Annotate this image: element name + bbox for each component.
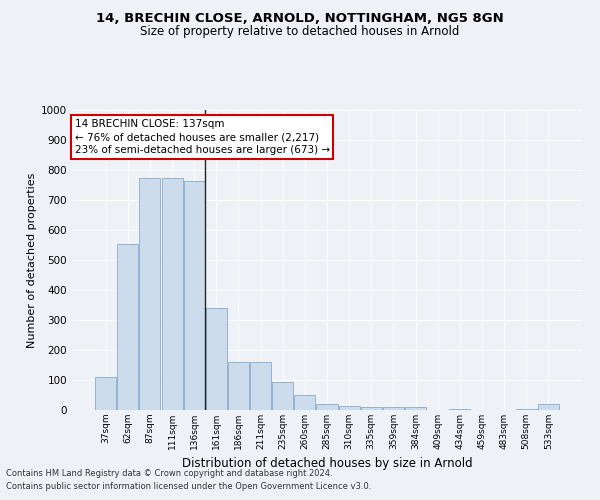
Bar — [338, 406, 359, 410]
Bar — [449, 408, 470, 410]
Bar — [139, 178, 160, 410]
Bar — [383, 407, 404, 410]
Text: Contains public sector information licensed under the Open Government Licence v3: Contains public sector information licen… — [6, 482, 371, 491]
Bar — [538, 404, 559, 410]
Bar — [161, 178, 182, 410]
Y-axis label: Number of detached properties: Number of detached properties — [27, 172, 37, 348]
Bar — [184, 180, 205, 410]
Text: Contains HM Land Registry data © Crown copyright and database right 2024.: Contains HM Land Registry data © Crown c… — [6, 468, 332, 477]
Bar — [295, 395, 316, 410]
Text: Size of property relative to detached houses in Arnold: Size of property relative to detached ho… — [140, 25, 460, 38]
Bar — [316, 404, 338, 410]
Text: 14, BRECHIN CLOSE, ARNOLD, NOTTINGHAM, NG5 8GN: 14, BRECHIN CLOSE, ARNOLD, NOTTINGHAM, N… — [96, 12, 504, 26]
Bar — [515, 408, 536, 410]
Bar — [118, 244, 139, 410]
Bar — [405, 407, 426, 410]
Bar — [95, 377, 116, 410]
Bar — [250, 362, 271, 410]
Text: 14 BRECHIN CLOSE: 137sqm
← 76% of detached houses are smaller (2,217)
23% of sem: 14 BRECHIN CLOSE: 137sqm ← 76% of detach… — [74, 119, 329, 156]
Bar — [361, 407, 382, 410]
X-axis label: Distribution of detached houses by size in Arnold: Distribution of detached houses by size … — [182, 458, 472, 470]
Bar — [228, 362, 249, 410]
Bar — [206, 308, 227, 410]
Bar — [272, 382, 293, 410]
